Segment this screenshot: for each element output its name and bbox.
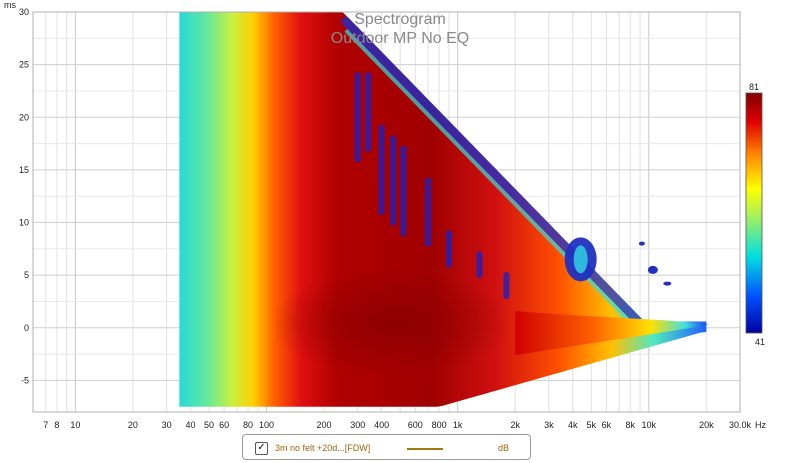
legend-unit: dB [498, 443, 510, 453]
x-tick-label: 7 [43, 420, 48, 430]
late-energy-dot [638, 241, 645, 246]
legend-line-swatch [407, 448, 443, 450]
y-tick-label: 30 [19, 7, 29, 17]
x-axis-ticks: 7 8 10 20 30 40 50 60 80 100 200 300 400 600 800 1k 2k 3k… [43, 420, 751, 430]
y-tick-label: 25 [19, 60, 29, 70]
x-tick-label: 10k [642, 420, 657, 430]
x-tick-label: 20 [128, 420, 138, 430]
y-tick-label: -5 [21, 375, 29, 385]
x-tick-label: 60 [219, 420, 229, 430]
late-energy-dot [663, 281, 672, 286]
x-tick-label: 800 [432, 420, 447, 430]
x-tick-label: 8k [626, 420, 636, 430]
x-tick-label: 80 [243, 420, 253, 430]
spectrogram-core [271, 267, 512, 378]
x-tick-label: 40 [185, 420, 195, 430]
y-axis-unit: ms [4, 0, 16, 10]
spectrogram-tail [515, 310, 709, 356]
legend-checkbox[interactable]: ✓ [255, 442, 268, 455]
colorbar [745, 92, 763, 334]
x-axis-unit: Hz [755, 420, 766, 430]
late-energy-island-core [573, 245, 588, 274]
y-tick-label: 15 [19, 165, 29, 175]
y-tick-label: 5 [24, 270, 29, 280]
x-tick-label: 10 [70, 420, 80, 430]
x-tick-label: 6k [602, 420, 612, 430]
x-tick-label: 200 [317, 420, 332, 430]
chart-subtitle: Outdoor MP No EQ [331, 30, 469, 47]
chart-title: Spectrogram [354, 11, 446, 28]
decay-fringe-inner [344, 28, 642, 334]
colorbar-min-label: 41 [755, 337, 765, 347]
x-tick-label: 2k [510, 420, 520, 430]
legend: ✓ 3m no felt +20d...[FDW] dB [242, 434, 531, 460]
x-tick-label: 400 [374, 420, 389, 430]
plot-frame [32, 11, 741, 413]
x-tick-label: 100 [259, 420, 274, 430]
x-tick-label: 30.0k [729, 420, 752, 430]
spectrogram-surface [179, 12, 709, 407]
y-tick-label: 20 [19, 112, 29, 122]
x-tick-label: 5k [587, 420, 597, 430]
x-tick-label: 1k [453, 420, 463, 430]
colorbar-max-label: 81 [749, 82, 759, 92]
x-tick-label: 4k [568, 420, 578, 430]
x-tick-label: 8 [54, 420, 59, 430]
x-tick-label: 600 [408, 420, 423, 430]
y-tick-label: 0 [24, 323, 29, 333]
late-energy-dot [647, 265, 658, 274]
y-tick-label: 10 [19, 218, 29, 228]
x-tick-label: 300 [350, 420, 365, 430]
x-tick-label: 50 [204, 420, 214, 430]
x-tick-label: 30 [162, 420, 172, 430]
legend-series-name: 3m no felt +20d...[FDW] [275, 443, 371, 453]
x-tick-label: 3k [544, 420, 554, 430]
x-tick-label: 20k [699, 420, 714, 430]
y-axis-ticks: -5 0 5 10 15 20 25 30 [19, 7, 29, 385]
